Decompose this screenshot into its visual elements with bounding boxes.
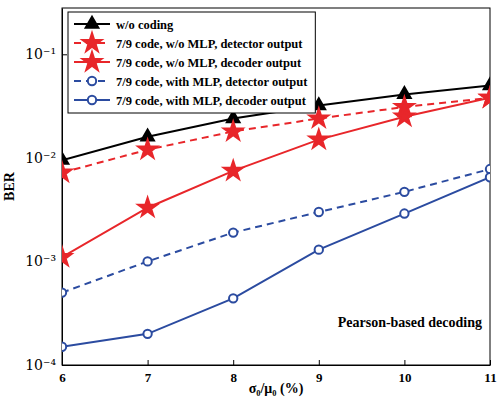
legend-marker	[83, 33, 102, 51]
series-marker	[62, 153, 68, 164]
y-tick-label: 10⁻²	[25, 150, 56, 166]
series-marker	[484, 78, 490, 89]
x-tick: 11	[484, 360, 496, 385]
series-marker	[400, 209, 408, 217]
x-tick-mark	[404, 360, 405, 365]
legend-box	[68, 12, 315, 113]
legend-marker	[88, 77, 96, 85]
series-line	[62, 85, 490, 160]
plot-area	[62, 78, 490, 351]
x-tick: 8	[230, 360, 237, 385]
series-marker	[400, 188, 408, 196]
series-marker	[395, 107, 414, 125]
y-tick-label: 10⁻⁴	[25, 357, 56, 373]
x-tick-mark	[148, 360, 149, 365]
series-marker	[138, 140, 157, 158]
y-axis-line	[62, 9, 63, 366]
series-marker	[229, 228, 237, 236]
y-tick: 10⁻¹	[25, 46, 67, 62]
annotation: Pearson-based decoding	[338, 315, 482, 330]
x-tick-mark	[319, 360, 320, 365]
series-marker	[62, 343, 66, 351]
x-tick-label: 9	[316, 370, 323, 385]
series-marker	[309, 130, 328, 148]
series-marker	[486, 165, 490, 173]
legend-marker	[86, 17, 99, 28]
legend-label: 7/9 code, with MLP, decoder output	[116, 94, 307, 108]
series-marker	[486, 173, 490, 181]
y-tick: 10⁻⁴	[25, 357, 67, 373]
chart: 6 7 8 9 10 11 10⁻⁴ 10⁻³ 10⁻² 10⁻¹ σ₀/μ₀ (%) BER Pear…	[0, 0, 500, 397]
series-marker	[224, 161, 243, 179]
y-tick-label: 10⁻¹	[25, 46, 56, 62]
legend-label: 7/9 code, with MLP, detector output	[116, 75, 308, 89]
legend-marker	[88, 96, 96, 104]
legend-label: 7/9 code, w/o MLP, decoder output	[116, 56, 302, 70]
legend: w/o coding 7/9 code, w/o MLP, detector ou…	[68, 12, 315, 113]
legend-label: 7/9 code, w/o MLP, detector output	[116, 37, 303, 51]
series-marker	[229, 294, 237, 302]
x-tick-label: 10	[398, 370, 411, 385]
series-marker	[138, 198, 157, 216]
series-marker	[62, 288, 66, 296]
series-marker	[481, 88, 490, 106]
series-marker	[143, 257, 151, 265]
y-axis-title: BER	[2, 171, 17, 201]
y-tick-mark	[62, 54, 67, 55]
x-tick-label: 8	[230, 370, 237, 385]
series-marker	[315, 208, 323, 216]
y-tick: 10⁻³	[25, 253, 67, 269]
series-marker	[62, 247, 71, 265]
x-tick: 7	[145, 360, 152, 385]
x-tick: 9	[316, 360, 323, 385]
series-marker	[62, 163, 71, 181]
y-tick-mark	[62, 365, 67, 366]
series-marker	[143, 330, 151, 338]
y-tick: 10⁻²	[25, 150, 67, 166]
series-marker	[224, 122, 243, 140]
series-marker	[481, 88, 490, 106]
plot-frame	[62, 8, 490, 365]
x-tick: 10	[398, 360, 411, 385]
y-axis: 10⁻⁴ 10⁻³ 10⁻² 10⁻¹	[25, 9, 67, 373]
x-tick-label: 11	[484, 370, 496, 385]
legend-marker	[83, 52, 102, 70]
x-axis-title: σ₀/μ₀ (%)	[249, 381, 304, 397]
x-tick-mark	[233, 360, 234, 365]
y-tick-label: 10⁻³	[25, 253, 56, 269]
series-marker	[315, 245, 323, 253]
series-line	[62, 177, 490, 347]
x-axis-line	[63, 365, 491, 366]
legend-label: w/o coding	[116, 18, 174, 32]
x-tick-label: 6	[59, 370, 66, 385]
x-tick-mark	[490, 360, 491, 365]
x-tick-label: 7	[145, 370, 152, 385]
series-line	[62, 98, 490, 257]
